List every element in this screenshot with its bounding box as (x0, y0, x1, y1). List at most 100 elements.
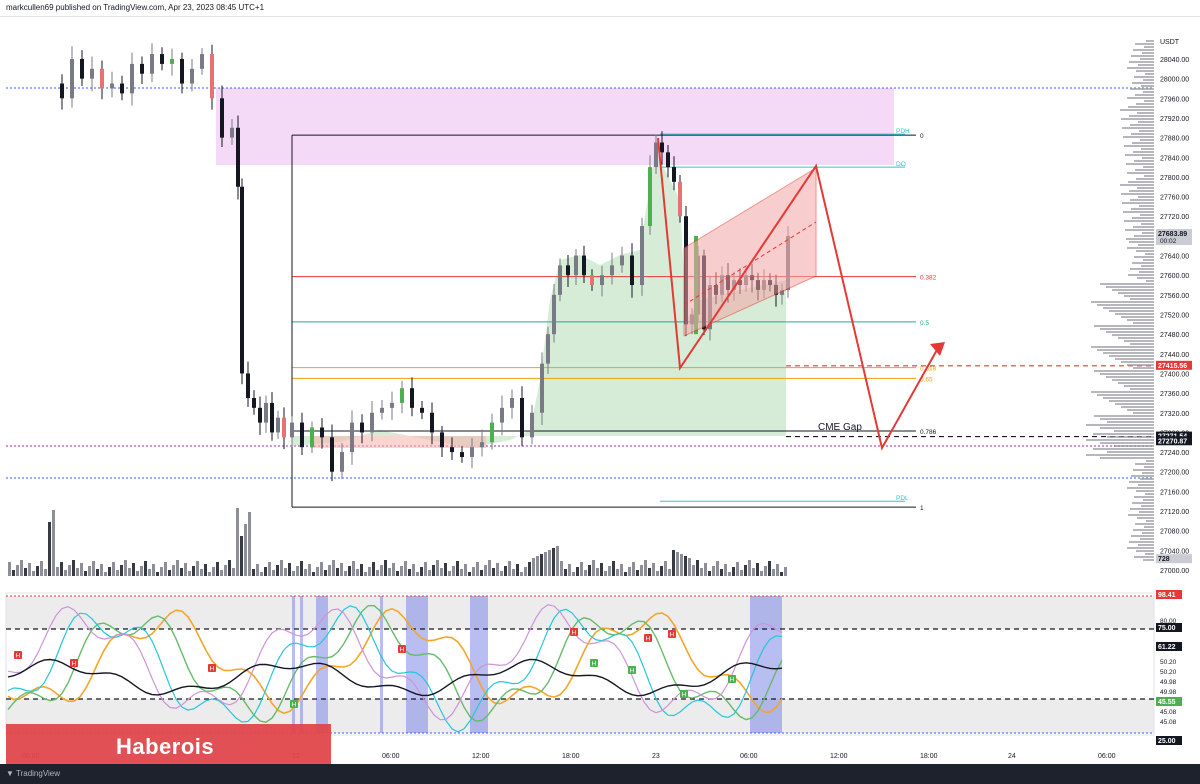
volume-bar (28, 563, 31, 576)
profile-bar (1124, 340, 1154, 342)
volume-bar (428, 570, 431, 576)
profile-bar (1138, 544, 1154, 546)
candle-body (310, 427, 314, 448)
volume-bar (592, 560, 595, 576)
volume-bar (680, 554, 683, 576)
volume-bar (560, 561, 563, 576)
profile-bar (1139, 130, 1154, 132)
volume-bar (452, 566, 455, 576)
currency-label: USDT (1160, 39, 1180, 46)
profile-bar (1121, 118, 1154, 120)
osc-marker (644, 634, 652, 642)
profile-bar (1132, 217, 1154, 219)
price-tick-label: 27440.00 (1160, 352, 1189, 359)
volume-bar (100, 564, 103, 576)
volume-bar (568, 564, 571, 576)
volume-bar (488, 560, 491, 576)
volume-bar (324, 570, 327, 576)
volume-bar (768, 561, 771, 576)
volume-bar (632, 562, 635, 576)
candle-body (558, 265, 562, 295)
candle-body (500, 407, 504, 423)
candle-body (552, 294, 556, 335)
osc-tick-label: 49.98 (1160, 679, 1177, 686)
profile-bar (1133, 412, 1154, 414)
candle-body (282, 417, 286, 438)
candle-body (100, 68, 104, 89)
profile-bar (1091, 391, 1154, 393)
profile-bar (1144, 175, 1154, 177)
time-tick-label: 18:00 (562, 753, 580, 760)
candle-body (350, 422, 354, 453)
osc-badge (1156, 623, 1182, 632)
profile-bar (1134, 235, 1154, 237)
volume-bar (720, 569, 723, 576)
osc-lines (7, 604, 783, 733)
profile-bar (1086, 454, 1154, 456)
volume-bar (528, 562, 531, 576)
candle-body (210, 54, 214, 99)
profile-bar (1129, 190, 1154, 192)
price-chart[interactable]: 0 0.382 0.5 0.618 0.65 0.786 1 PDH DO PDL 28040.0… (0, 16, 1200, 764)
osc-marker-label: H (210, 666, 215, 673)
profile-bar (1133, 529, 1154, 531)
profile-bar (1129, 541, 1154, 543)
osc-tick-label: 61.22 (1158, 644, 1176, 651)
profile-bar (1127, 172, 1154, 174)
profile-bar (1097, 349, 1154, 351)
osc-line-black (7, 658, 783, 697)
profile-bar (1131, 133, 1154, 135)
osc-tick-label: 49.98 (1160, 689, 1177, 696)
time-tick-label: 12:00 (830, 753, 848, 760)
osc-marker-label: H (592, 661, 597, 668)
candle-body (460, 452, 464, 457)
profile-bar (1121, 361, 1154, 363)
rising-channel[interactable] (683, 167, 817, 337)
profile-bar (1141, 223, 1154, 225)
fib-label: 0.65 (920, 376, 933, 383)
volume-bar (552, 548, 555, 576)
volume-bar (616, 569, 619, 576)
profile-bar (1100, 328, 1154, 330)
volume-bar (84, 571, 87, 576)
profile-bar (1137, 112, 1154, 114)
volume-bar (780, 572, 783, 576)
volume-bar (112, 562, 115, 576)
volume-bars (8, 508, 787, 576)
profile-bar (1133, 469, 1154, 471)
volume-bar (336, 568, 339, 576)
osc-marker (628, 666, 636, 674)
volume-bar (200, 569, 203, 576)
price-axis[interactable]: 28040.00 28000.00 27960.00 27920.00 27880.00… (1160, 57, 1189, 575)
volume-bar (148, 569, 151, 576)
candle-body (420, 407, 424, 413)
profile-bar (1124, 145, 1154, 147)
price-tick-label: 27920.00 (1160, 116, 1189, 123)
volume-bar (68, 565, 71, 576)
tv-icon: ▼ (6, 769, 16, 778)
price-tick-label: 27520.00 (1160, 313, 1189, 320)
profile-bar (1107, 436, 1154, 438)
volume-bar (456, 561, 459, 576)
level-label: DO (896, 161, 906, 168)
candle-body (648, 167, 652, 227)
osc-marker (590, 659, 598, 667)
profile-bar (1133, 151, 1154, 153)
projection-path[interactable] (657, 137, 939, 451)
profile-bar (1112, 379, 1154, 381)
profile-bar (1137, 187, 1154, 189)
profile-bar (1086, 424, 1154, 426)
profile-bar (1120, 184, 1154, 186)
volume-bar (188, 571, 191, 576)
volume-bar (252, 569, 255, 576)
osc-tick-label: 25.00 (1158, 738, 1176, 745)
price-tick-label: 27480.00 (1160, 332, 1189, 339)
osc-tick-label: 45.55 (1158, 699, 1176, 706)
profile-bar (1132, 262, 1154, 264)
profile-bar (1144, 466, 1154, 468)
osc-marker (728, 675, 736, 683)
volume-bar (532, 558, 535, 576)
volume-bar (740, 570, 743, 576)
publisher-line: markcullen69 published on TradingView.co… (6, 3, 265, 12)
